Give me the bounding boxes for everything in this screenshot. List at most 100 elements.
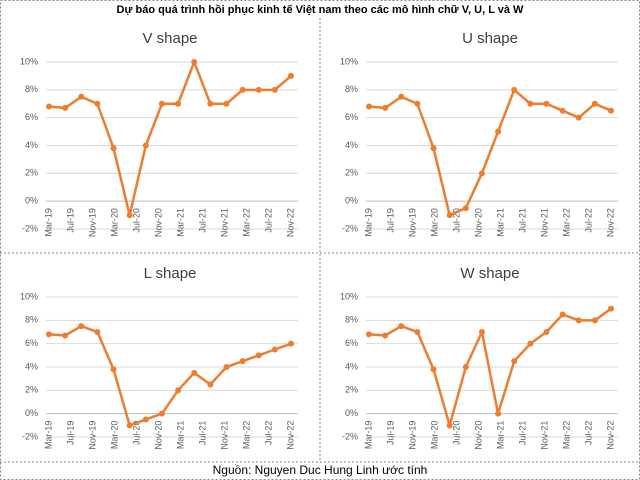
marker — [591, 317, 598, 324]
x-tick-label: Mar-19 — [363, 208, 373, 237]
marker — [366, 103, 372, 110]
marker — [608, 107, 614, 114]
marker — [126, 212, 133, 219]
marker — [478, 170, 485, 177]
x-tick-label: Mar-20 — [109, 421, 119, 450]
x-tick-label: Jul-20 — [451, 421, 461, 446]
marker — [559, 107, 566, 114]
marker — [543, 100, 550, 107]
x-tick-label: Nov-20 — [473, 421, 483, 450]
x-tick-label: Jul-22 — [583, 421, 593, 446]
y-tick-label: 6% — [345, 112, 358, 122]
x-tick-label: Mar-21 — [175, 421, 185, 450]
x-tick-label: Nov-19 — [87, 208, 97, 237]
marker — [288, 72, 294, 79]
x-tick-label: Mar-20 — [429, 421, 439, 450]
x-tick-label: Mar-21 — [495, 421, 505, 450]
y-tick-label: -2% — [342, 223, 358, 233]
marker — [239, 358, 246, 365]
y-tick-label: 6% — [345, 338, 358, 348]
x-tick-label: Mar-21 — [495, 208, 505, 237]
x-tick-label: Jul-21 — [517, 208, 527, 233]
x-tick-label: Jul-21 — [517, 421, 527, 446]
y-tick-label: 0% — [345, 408, 358, 418]
marker — [191, 369, 198, 376]
x-tick-label: Mar-19 — [43, 208, 53, 237]
marker — [223, 100, 230, 107]
y-tick-label: 0% — [25, 408, 38, 418]
marker — [575, 317, 582, 324]
marker — [398, 323, 405, 330]
x-tick-label: Mar-19 — [363, 421, 373, 450]
panel-title: W shape — [460, 265, 519, 282]
x-tick-label: Jul-20 — [451, 208, 461, 233]
x-tick-label: Mar-20 — [429, 208, 439, 237]
marker — [94, 329, 101, 335]
marker — [158, 100, 165, 107]
x-tick-label: Nov-21 — [539, 208, 549, 237]
marker — [175, 387, 182, 394]
marker — [46, 331, 52, 338]
marker — [142, 416, 149, 423]
x-tick-label: Jul-19 — [385, 208, 395, 233]
marker — [446, 212, 453, 219]
marker — [46, 103, 52, 110]
x-tick-label: Jul-19 — [385, 421, 395, 446]
x-tick-label: Nov-22 — [605, 208, 615, 237]
x-tick-label: Nov-22 — [285, 421, 295, 450]
marker — [478, 329, 485, 335]
x-tick-label: Nov-20 — [153, 421, 163, 450]
x-tick-label: Nov-22 — [605, 421, 615, 450]
series-line — [48, 324, 292, 427]
marker — [575, 114, 582, 121]
y-tick-label: 10% — [20, 56, 38, 66]
marker — [446, 422, 453, 429]
y-tick-label: 2% — [345, 168, 358, 178]
marker — [414, 329, 421, 335]
x-tick-label: Nov-19 — [407, 421, 417, 450]
marker — [62, 332, 69, 339]
marker — [495, 128, 502, 135]
marker — [591, 100, 598, 107]
x-tick-label: Mar-20 — [109, 208, 119, 237]
marker — [382, 104, 389, 111]
y-tick-label: 0% — [345, 196, 358, 206]
marker — [271, 86, 278, 93]
y-tick-label: 8% — [345, 315, 358, 325]
marker — [78, 323, 85, 330]
y-tick-label: 6% — [25, 338, 38, 348]
y-tick-label: 10% — [340, 291, 358, 301]
y-tick-label: 8% — [25, 84, 38, 94]
y-tick-label: -2% — [22, 223, 38, 233]
marker — [110, 145, 117, 152]
x-tick-label: Nov-21 — [539, 421, 549, 450]
y-tick-label: 2% — [345, 385, 358, 395]
y-tick-label: 10% — [340, 56, 358, 66]
series-line — [368, 87, 612, 217]
x-tick-label: Mar-19 — [43, 421, 53, 450]
panel-title: L shape — [144, 265, 197, 282]
marker — [142, 142, 149, 149]
marker — [382, 332, 389, 339]
x-tick-label: Jul-21 — [197, 208, 207, 233]
marker — [110, 366, 117, 373]
x-tick-label: Jul-20 — [131, 208, 141, 233]
marker — [255, 86, 262, 93]
x-tick-label: Mar-22 — [561, 421, 571, 450]
x-tick-label: Jul-22 — [263, 421, 273, 446]
x-tick-label: Jul-20 — [131, 421, 141, 446]
x-tick-label: Nov-21 — [219, 208, 229, 237]
marker — [511, 358, 518, 365]
y-tick-label: 0% — [25, 196, 38, 206]
marker — [175, 100, 182, 107]
y-tick-label: -2% — [22, 431, 38, 441]
marker — [462, 205, 469, 212]
x-tick-label: Nov-20 — [473, 208, 483, 237]
source: Nguồn: Nguyen Duc Hung Linh ước tính — [213, 463, 428, 477]
marker — [207, 100, 214, 107]
marker — [559, 311, 566, 318]
x-tick-label: Mar-22 — [241, 421, 251, 450]
y-tick-label: 10% — [20, 291, 38, 301]
marker — [62, 104, 69, 111]
